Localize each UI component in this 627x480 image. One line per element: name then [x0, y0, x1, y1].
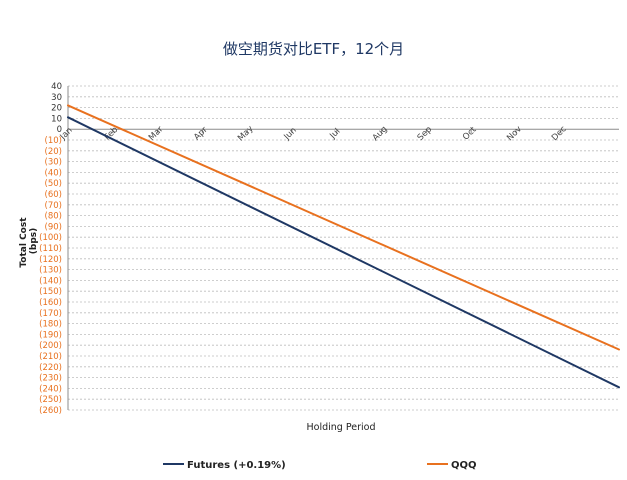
y-tick-label: (10) — [45, 136, 62, 146]
chart-title: 做空期货对比ETF，12个月 — [223, 40, 404, 58]
y-tick-label: (110) — [39, 244, 62, 254]
y-tick-label: (140) — [39, 276, 62, 286]
legend-label-qqq: QQQ — [451, 460, 477, 471]
y-tick-label: (180) — [39, 320, 62, 330]
y-tick-label: (80) — [45, 212, 62, 222]
y-tick-label: (40) — [45, 168, 62, 178]
y-axis-title-line-2: (bps) — [29, 228, 39, 254]
y-tick-label: (30) — [45, 158, 62, 168]
x-axis-title: Holding Period — [307, 422, 376, 433]
y-tick-label: (190) — [39, 330, 62, 340]
y-tick-label: (50) — [45, 179, 62, 189]
y-tick-label: (260) — [39, 406, 62, 416]
y-tick-label: (200) — [39, 341, 62, 351]
y-tick-label: (240) — [39, 384, 62, 394]
y-tick-label: (70) — [45, 201, 62, 211]
y-tick-label: 40 — [51, 82, 62, 92]
y-tick-label: 10 — [51, 114, 62, 124]
y-axis: 403020100(10)(20)(30)(40)(50)(60)(70)(80… — [39, 82, 69, 416]
series-line-qqq — [67, 104, 620, 351]
y-tick-label: (220) — [39, 363, 62, 373]
series-lines — [67, 104, 620, 389]
y-tick-label: 20 — [51, 104, 62, 114]
y-tick-label: (150) — [39, 287, 62, 297]
y-tick-label: (160) — [39, 298, 62, 308]
y-axis-title: Total Cost (bps) — [19, 214, 39, 267]
y-tick-label: (130) — [39, 266, 62, 276]
series-line-futures-0-19 — [67, 116, 620, 389]
y-tick-label: (90) — [45, 222, 62, 232]
y-tick-label: (170) — [39, 309, 62, 319]
y-tick-label: (120) — [39, 255, 62, 265]
y-tick-label: 0 — [57, 125, 62, 135]
legend-label-futures: Futures (+0.19%) — [187, 460, 286, 471]
y-tick-label: (250) — [39, 395, 62, 405]
y-tick-label: (100) — [39, 233, 62, 243]
y-tick-label: (230) — [39, 374, 62, 384]
y-tick-label: 30 — [51, 93, 62, 103]
y-tick-label: (210) — [39, 352, 62, 362]
y-tick-label: (20) — [45, 147, 62, 157]
y-tick-label: (60) — [45, 190, 62, 200]
y-axis-title-line-1: Total Cost — [19, 217, 29, 268]
legend: Futures (+0.19%) QQQ — [163, 460, 477, 471]
